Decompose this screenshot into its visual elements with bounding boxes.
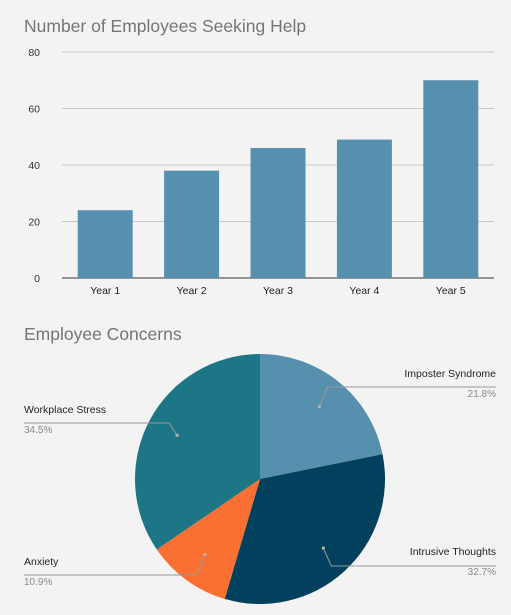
slice-percent-label: 32.7%: [468, 567, 496, 578]
slice-label: Anxiety: [24, 556, 59, 568]
slice-label: Workplace Stress: [24, 404, 106, 416]
slice-percent-label: 21.8%: [468, 389, 496, 400]
slice-percent-label: 10.9%: [24, 577, 52, 588]
slice-percent-label: 34.5%: [24, 425, 52, 436]
slice-label: Imposter Syndrome: [404, 368, 496, 380]
slice-label: Intrusive Thoughts: [410, 546, 496, 558]
